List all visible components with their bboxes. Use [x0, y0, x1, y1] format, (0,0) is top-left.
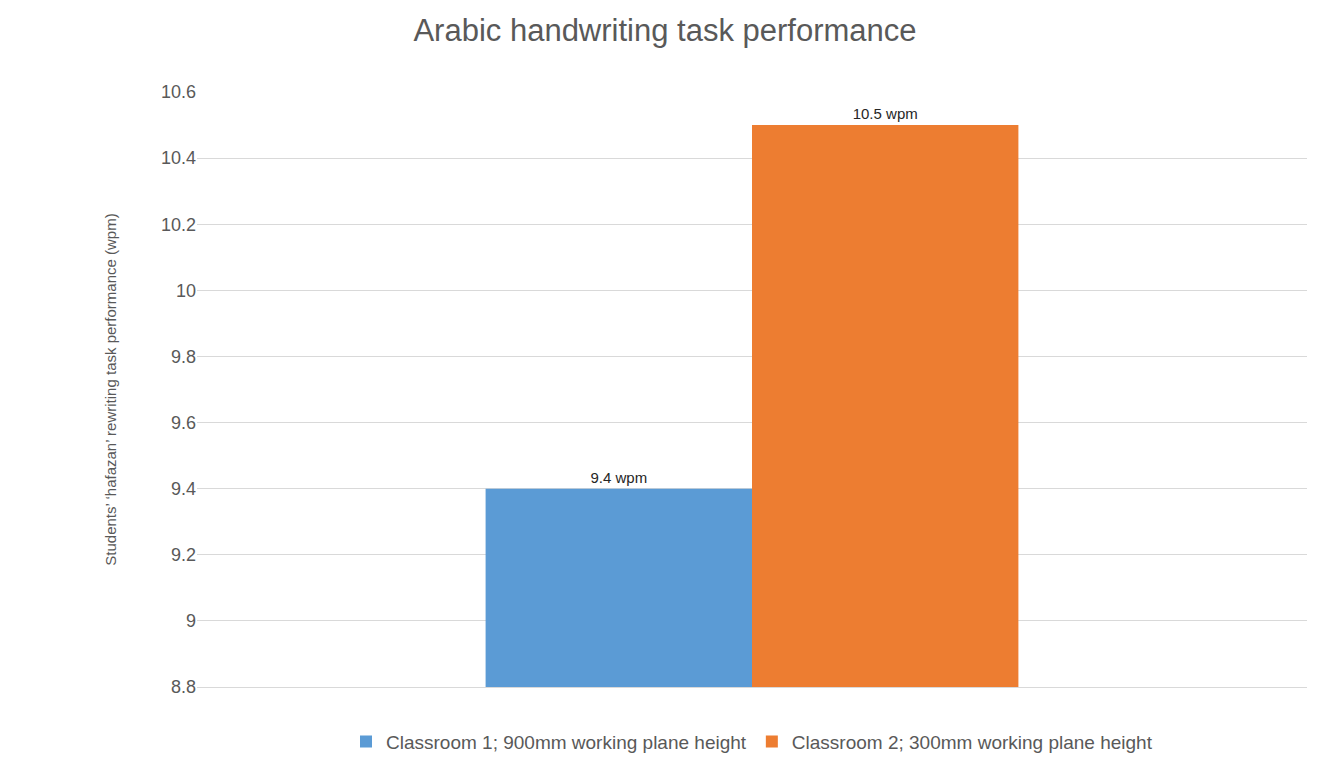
svg-text:9.4: 9.4 [171, 479, 196, 499]
svg-text:10.5 wpm: 10.5 wpm [853, 105, 918, 122]
svg-text:Classroom 1; 900mm working pla: Classroom 1; 900mm working plane height [386, 732, 747, 753]
svg-text:Classroom 2; 300mm working pla: Classroom 2; 300mm working plane height [792, 732, 1153, 753]
svg-text:10.6: 10.6 [161, 82, 196, 102]
svg-text:10.4: 10.4 [161, 148, 196, 168]
svg-text:9.8: 9.8 [171, 347, 196, 367]
svg-text:Arabic handwriting task perfor: Arabic handwriting task performance [413, 13, 916, 48]
svg-text:10: 10 [176, 281, 196, 301]
svg-text:10.2: 10.2 [161, 215, 196, 235]
svg-text:9: 9 [186, 611, 196, 631]
svg-text:9.2: 9.2 [171, 545, 196, 565]
svg-text:9.4 wpm: 9.4 wpm [590, 469, 647, 486]
svg-text:Students’ ‘hafazan’ rewriting: Students’ ‘hafazan’ rewriting task perfo… [102, 213, 119, 565]
svg-text:9.6: 9.6 [171, 413, 196, 433]
svg-text:8.8: 8.8 [171, 677, 196, 697]
